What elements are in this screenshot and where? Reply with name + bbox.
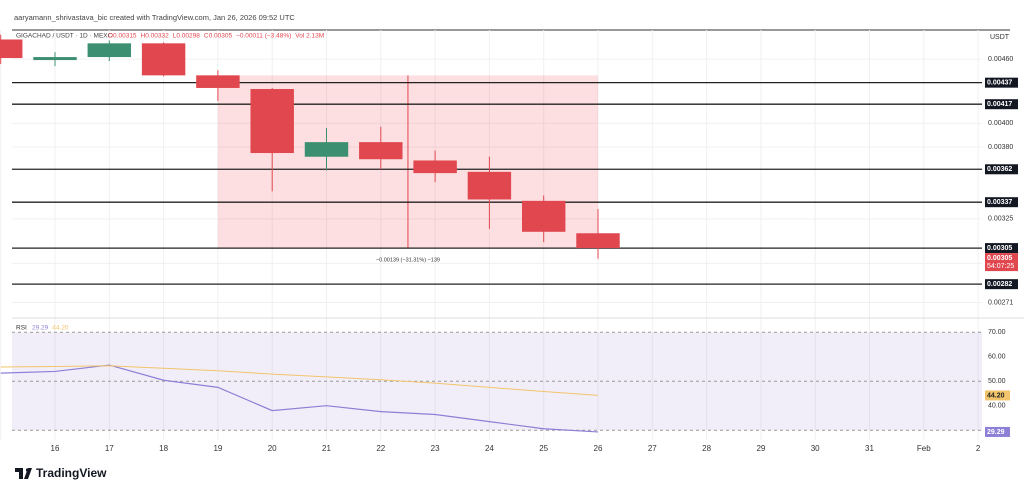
ohlc-legend-item: −0.00011 (−3.48%): [236, 33, 291, 40]
level-box: [985, 77, 1018, 88]
level-box: [985, 164, 1018, 175]
candle-body: [33, 57, 77, 61]
candle-body: [0, 39, 23, 59]
level-label: 0.00362: [987, 166, 1012, 173]
level-label: 0.00337: [987, 199, 1012, 206]
rsi-line: [0, 365, 599, 396]
ohlc-legend-item: O0.00315: [108, 33, 137, 40]
last-price-label: 0.00305: [987, 255, 1012, 262]
y-tick-label: 0.00400: [988, 120, 1013, 127]
measure-label: −0.00139 (−31.31%) −139: [376, 258, 440, 264]
x-tick-label: Feb: [917, 444, 931, 453]
brand-logo: [15, 468, 32, 479]
x-tick-label: 17: [105, 444, 114, 453]
x-tick-label: 19: [213, 444, 222, 453]
x-tick-label: 30: [811, 444, 820, 453]
y-tick-label: 70.00: [988, 329, 1006, 336]
x-tick-label: 26: [594, 444, 603, 453]
level-label: 0.00437: [987, 80, 1012, 87]
countdown-label: 54:07:25: [987, 263, 1014, 270]
candle-body: [521, 200, 566, 232]
y-tick-label: 0.00325: [988, 216, 1013, 223]
level-label: 0.00417: [987, 101, 1012, 108]
symbol-legend: GIGACHAD / USDT · 1D · MEXC: [16, 33, 113, 40]
rsi-legend-value: 44.20: [52, 325, 69, 332]
y-tick-label: 0.00380: [988, 144, 1013, 151]
x-tick-label: 25: [539, 444, 548, 453]
candle-body: [196, 75, 240, 88]
y-tick-label: 50.00: [988, 378, 1006, 385]
y-tick-label: 0.00460: [988, 56, 1013, 63]
ohlc-legend-item: L0.00298: [173, 33, 200, 40]
value-box: [985, 390, 1010, 401]
y-tick-label: 0.00271: [988, 299, 1013, 306]
x-tick-label: 2: [976, 444, 981, 453]
header-caption: aaryamann_shrivastava_bic created with T…: [14, 13, 295, 22]
candle-body: [413, 160, 457, 174]
candle-body: [576, 233, 620, 249]
y-tick-label: 40.00: [988, 403, 1006, 410]
currency-label: USDT: [990, 34, 1010, 41]
x-tick-label: 16: [51, 444, 60, 453]
ohlc-legend-item: H0.00332: [141, 33, 170, 40]
x-tick-label: 20: [268, 444, 277, 453]
x-tick-label: 28: [702, 444, 711, 453]
x-tick-label: 21: [322, 444, 331, 453]
ohlc-legend-item: C0.00305: [204, 33, 233, 40]
candle-body: [359, 142, 403, 160]
x-tick-label: 22: [376, 444, 385, 453]
x-tick-label: 23: [431, 444, 440, 453]
level-label: 0.00282: [987, 281, 1012, 288]
value-box-label: 29.29: [987, 429, 1005, 436]
x-tick-label: 29: [756, 444, 765, 453]
x-tick-label: 18: [159, 444, 168, 453]
x-tick-label: 24: [485, 444, 494, 453]
candle-body: [87, 43, 132, 58]
level-box: [985, 99, 1018, 110]
brand: TradingView: [36, 466, 107, 480]
x-tick-label: 27: [648, 444, 657, 453]
y-tick-label: 60.00: [988, 354, 1006, 361]
candle-body: [250, 89, 294, 154]
level-box: [985, 243, 1018, 254]
x-tick-label: 31: [865, 444, 874, 453]
candle-body: [304, 142, 349, 157]
level-label: 0.00305: [987, 245, 1012, 252]
candle-body: [141, 43, 186, 76]
last-price-box: [985, 253, 1018, 272]
ohlc-legend-item: Vol 2.13M: [295, 33, 324, 40]
rsi-title: RSI: [16, 325, 27, 332]
level-box: [985, 279, 1018, 290]
candle-body: [467, 171, 512, 200]
rsi-legend-value: 29.29: [32, 325, 49, 332]
value-box: [985, 426, 1010, 437]
value-box-label: 44.20: [987, 392, 1005, 399]
level-box: [985, 197, 1018, 208]
